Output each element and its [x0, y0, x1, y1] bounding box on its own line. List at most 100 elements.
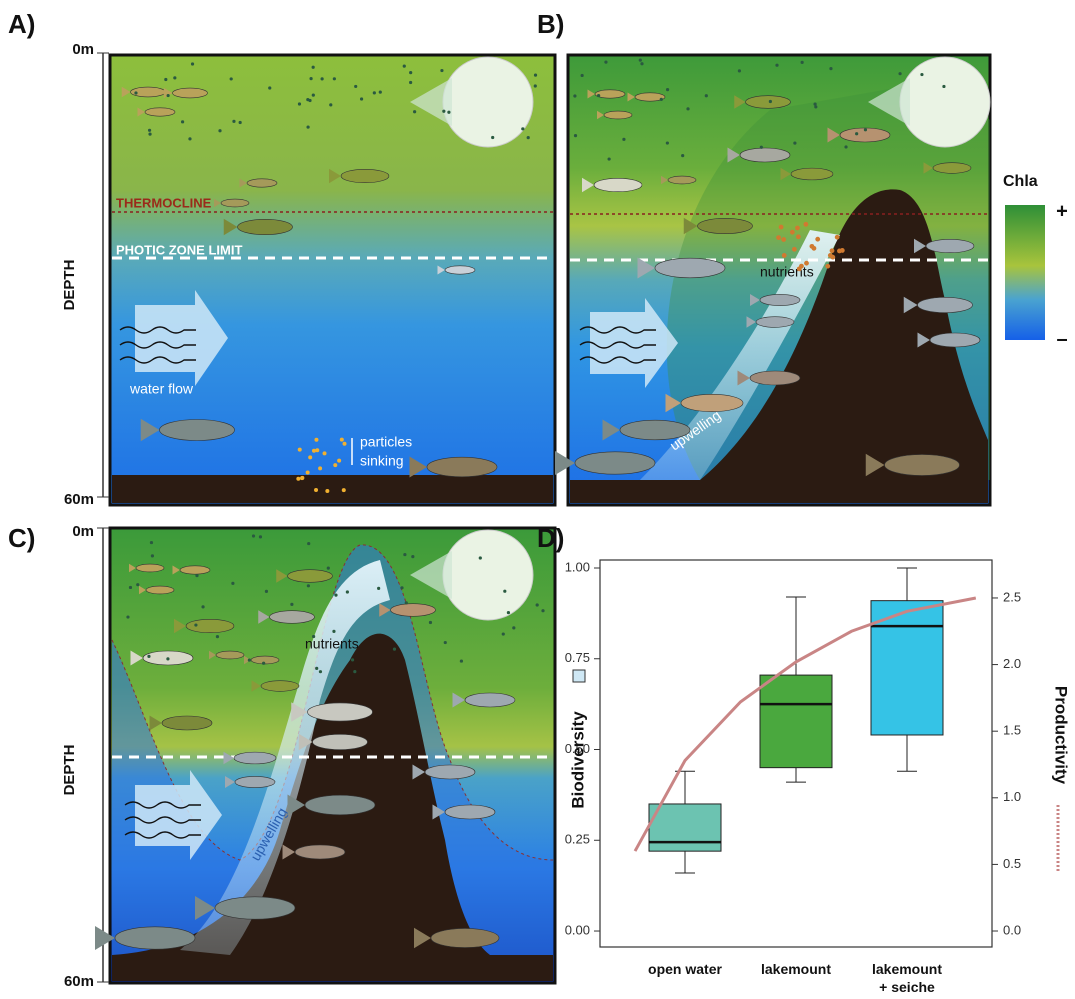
- plankton-dot: [150, 541, 153, 544]
- chla-legend: [1005, 205, 1045, 340]
- depth-title: DEPTH: [61, 260, 78, 311]
- plankton-dot: [666, 141, 669, 144]
- fish-body: [791, 168, 833, 180]
- plankton-dot: [218, 129, 221, 132]
- plankton-dot: [268, 86, 271, 89]
- plankton-dot: [309, 77, 312, 80]
- fish-body: [604, 111, 632, 119]
- plankton-dot: [332, 630, 335, 633]
- plankton-dot: [534, 84, 537, 87]
- fish-body: [620, 420, 690, 440]
- plankton-dot: [126, 615, 129, 618]
- plankton-dot: [231, 582, 234, 585]
- plankton-dot: [329, 103, 332, 106]
- nutrient: [815, 237, 820, 242]
- flow-label: water flow: [129, 381, 194, 397]
- plankton-zoom: [900, 57, 990, 147]
- plankton-dot: [864, 128, 867, 131]
- nutrient: [779, 225, 784, 230]
- plankton-dot: [377, 587, 380, 590]
- plankton-dot: [409, 71, 412, 74]
- nutrient: [795, 226, 800, 231]
- y2-axis-title: Productivity: [1052, 686, 1071, 785]
- particle: [298, 448, 302, 452]
- depth-title: DEPTH: [61, 745, 78, 796]
- plankton-dot: [346, 590, 349, 593]
- nutrient: [781, 237, 786, 242]
- nutrient: [830, 248, 835, 253]
- plankton-dot: [351, 658, 354, 661]
- plankton-dot: [801, 61, 804, 64]
- plankton-dot: [574, 134, 577, 137]
- plankton-dot: [411, 555, 414, 558]
- particle: [340, 438, 344, 442]
- fish-body: [216, 651, 244, 659]
- plankton-dot: [167, 94, 170, 97]
- legend-title: Chla: [1003, 173, 1038, 190]
- plankton-dot: [460, 659, 463, 662]
- fish-body: [180, 566, 210, 574]
- y-tick-label: 0.00: [565, 922, 590, 937]
- panel-label: A): [8, 9, 35, 39]
- plankton-dot: [333, 77, 336, 80]
- plankton-dot: [334, 594, 337, 597]
- fish-body: [431, 928, 499, 947]
- plankton-dot: [527, 136, 530, 139]
- plankton-dot: [447, 111, 450, 114]
- box: [760, 675, 832, 768]
- x-tick-label: lakemount + seiche: [867, 960, 947, 996]
- plankton-dot: [639, 58, 642, 61]
- plankton-dot: [403, 65, 406, 68]
- fish-body: [930, 333, 980, 347]
- nutrient: [790, 230, 795, 235]
- plankton-dot: [666, 88, 669, 91]
- biodiversity-key: [573, 670, 585, 682]
- y2-tick-label: 2.5: [1003, 589, 1021, 604]
- plankton-dot: [705, 94, 708, 97]
- fish-body: [885, 455, 960, 476]
- plankton-dot: [195, 574, 198, 577]
- nutrients-label: nutrients: [760, 264, 814, 280]
- depth-label: 0m: [72, 41, 94, 58]
- plankton-dot: [265, 590, 268, 593]
- fish-body: [145, 108, 175, 116]
- plankton-dot: [194, 623, 197, 626]
- fish-body: [115, 927, 195, 949]
- panel-label: C): [8, 523, 35, 553]
- plankton-dot: [738, 69, 741, 72]
- fish-body: [933, 163, 971, 174]
- plankton-dot: [216, 635, 219, 638]
- plankton-dot: [232, 120, 235, 123]
- fish-body: [594, 178, 642, 191]
- plankton-dot: [660, 98, 663, 101]
- plankton-zoom: [443, 57, 533, 147]
- plankton-dot: [760, 146, 763, 149]
- y-tick-label: 0.25: [565, 832, 590, 847]
- y2-tick-label: 0.0: [1003, 922, 1021, 937]
- plankton-dot: [597, 94, 600, 97]
- plankton-dot: [440, 69, 443, 72]
- plankton-dot: [769, 100, 772, 103]
- plankton-dot: [491, 136, 494, 139]
- plankton-dot: [290, 603, 293, 606]
- plankton-dot: [507, 611, 510, 614]
- thermocline-label: THERMOCLINE: [116, 195, 212, 210]
- plankton-dot: [400, 586, 403, 589]
- particle: [300, 476, 304, 480]
- fish-body: [760, 294, 800, 305]
- plankton-zoom: [443, 530, 533, 620]
- nutrient: [797, 266, 802, 271]
- plankton-dot: [534, 74, 537, 77]
- fish-body: [173, 88, 208, 98]
- plankton-dot: [898, 72, 901, 75]
- legend-high: +: [1056, 200, 1068, 222]
- fish-body: [445, 805, 495, 819]
- nutrients-label: nutrients: [305, 636, 359, 652]
- particles-label: particles: [360, 434, 412, 450]
- y-tick-label: 1.00: [565, 559, 590, 574]
- plankton-dot: [360, 97, 363, 100]
- plankton-dot: [829, 67, 832, 70]
- plankton-dot: [512, 626, 515, 629]
- nutrient: [792, 247, 797, 252]
- plankton-dot: [686, 107, 689, 110]
